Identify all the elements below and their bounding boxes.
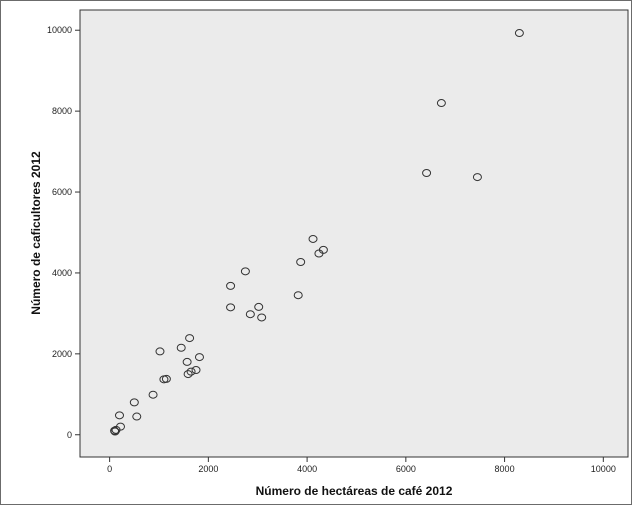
x-axis: 0 2000 4000 6000 8000 10000 [107, 457, 616, 474]
data-point [148, 390, 158, 399]
x-tick-label: 4000 [297, 464, 317, 474]
data-point [226, 281, 236, 290]
data-point [422, 169, 432, 178]
data-point [318, 245, 328, 254]
y-tick-label: 8000 [52, 106, 72, 116]
data-point [115, 422, 125, 431]
y-tick-label: 4000 [52, 268, 72, 278]
data-point [186, 367, 196, 376]
data-point [514, 29, 524, 38]
y-tick-label: 0 [67, 430, 72, 440]
x-tick-label: 6000 [396, 464, 416, 474]
x-axis-title: Número de hectáreas de café 2012 [256, 484, 453, 498]
x-tick-label: 2000 [198, 464, 218, 474]
data-point [472, 173, 482, 182]
data-point [436, 99, 446, 108]
data-point [183, 370, 193, 379]
y-tick-label: 10000 [47, 25, 72, 35]
data-point [110, 427, 120, 436]
data-point [296, 258, 306, 267]
data-point [132, 412, 142, 421]
data-point [176, 343, 186, 352]
x-tick-label: 0 [107, 464, 112, 474]
data-point [114, 411, 124, 420]
data-point [185, 334, 195, 343]
x-tick-label: 10000 [591, 464, 616, 474]
data-point [226, 303, 236, 312]
plot-area [79, 9, 629, 458]
y-tick-label: 2000 [52, 349, 72, 359]
data-point [194, 353, 204, 362]
y-axis: 0 2000 4000 6000 8000 10000 [47, 25, 80, 440]
x-tick-label: 8000 [495, 464, 515, 474]
data-points [110, 29, 524, 436]
y-axis-title: Número de caficultores 2012 [29, 151, 43, 315]
data-point [254, 302, 264, 311]
data-point [308, 234, 318, 243]
data-point [191, 366, 201, 375]
data-point [129, 398, 139, 407]
data-point [293, 291, 303, 300]
data-point [182, 357, 192, 366]
data-point [161, 374, 171, 383]
data-point [245, 310, 255, 319]
y-tick-label: 6000 [52, 187, 72, 197]
data-point [257, 313, 267, 322]
data-point [240, 267, 250, 276]
data-point [155, 347, 165, 356]
